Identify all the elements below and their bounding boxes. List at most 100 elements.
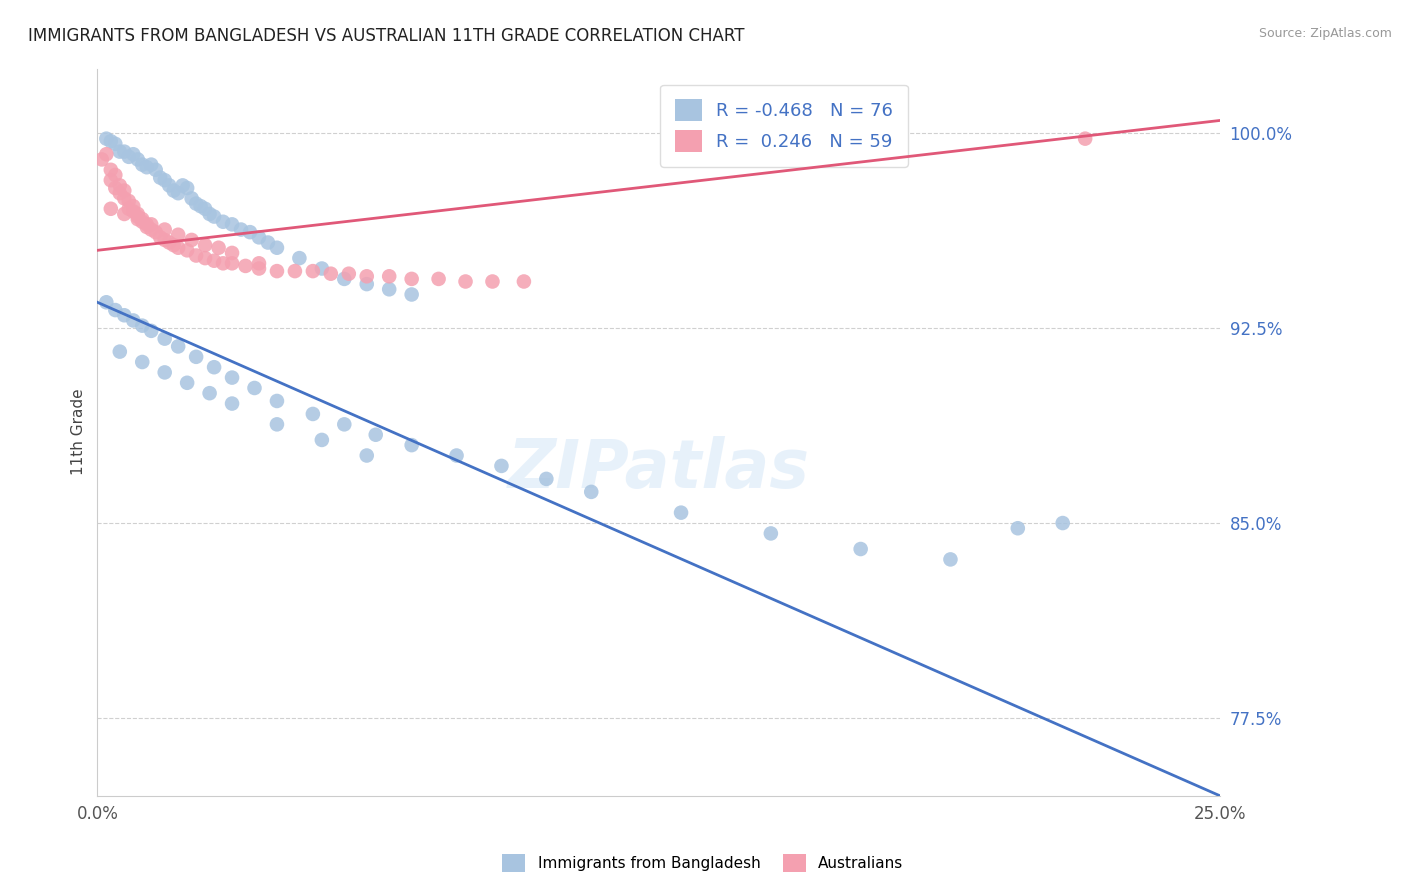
Point [759,526,782,541]
Point [939,552,962,566]
Point [122,313,145,327]
Point [202,253,225,268]
Point [108,145,131,159]
Point [337,267,360,281]
Point [284,264,307,278]
Point [184,350,207,364]
Point [104,168,127,182]
Point [141,324,163,338]
Point [266,241,288,255]
Point [100,134,122,148]
Point [247,230,270,244]
Point [153,222,176,236]
Point [1007,521,1029,535]
Point [127,153,149,167]
Point [104,181,127,195]
Point [481,275,503,289]
Point [198,386,221,401]
Y-axis label: 11th Grade: 11th Grade [72,389,86,475]
Point [513,275,536,289]
Point [194,202,217,216]
Point [135,219,157,234]
Point [131,212,153,227]
Point [172,178,194,193]
Point [669,506,692,520]
Point [221,256,243,270]
Point [1074,131,1097,145]
Point [135,218,157,232]
Point [221,246,243,260]
Point [221,218,243,232]
Point [202,360,225,375]
Point [378,282,401,296]
Point [157,178,180,193]
Point [190,199,212,213]
Point [149,170,172,185]
Point [311,433,333,447]
Point [104,303,127,318]
Point [118,194,141,208]
Point [127,212,149,227]
Point [176,244,198,258]
Point [108,344,131,359]
Point [112,145,135,159]
Point [401,287,423,301]
Point [427,272,450,286]
Point [112,184,135,198]
Point [194,238,217,252]
Point [145,225,167,239]
Point [112,308,135,322]
Point [100,202,122,216]
Point [122,147,145,161]
Point [167,186,190,201]
Point [131,215,153,229]
Point [247,256,270,270]
Point [153,332,176,346]
Point [202,210,225,224]
Text: ZIPatlas: ZIPatlas [508,435,810,501]
Point [266,264,288,278]
Point [247,261,270,276]
Point [454,275,477,289]
Point [96,295,118,310]
Point [288,251,311,265]
Point [356,277,378,291]
Point [401,272,423,286]
Point [131,158,153,172]
Point [333,417,356,432]
Point [581,484,603,499]
Text: IMMIGRANTS FROM BANGLADESH VS AUSTRALIAN 11TH GRADE CORRELATION CHART: IMMIGRANTS FROM BANGLADESH VS AUSTRALIAN… [28,27,745,45]
Point [311,261,333,276]
Point [176,376,198,390]
Point [149,230,172,244]
Point [184,196,207,211]
Point [302,264,325,278]
Point [180,191,202,205]
Point [118,202,141,216]
Point [167,241,190,255]
Point [90,153,112,167]
Point [401,438,423,452]
Point [176,181,198,195]
Point [266,394,288,409]
Point [302,407,325,421]
Point [446,449,468,463]
Point [100,162,122,177]
Point [235,259,257,273]
Point [141,218,163,232]
Point [536,472,558,486]
Point [212,256,235,270]
Point [221,396,243,410]
Point [229,222,252,236]
Point [153,365,176,379]
Point [163,184,186,198]
Point [141,158,163,172]
Point [122,199,145,213]
Point [180,233,202,247]
Point [378,269,401,284]
Point [141,222,163,236]
Point [167,339,190,353]
Point [194,251,217,265]
Point [153,173,176,187]
Point [364,427,387,442]
